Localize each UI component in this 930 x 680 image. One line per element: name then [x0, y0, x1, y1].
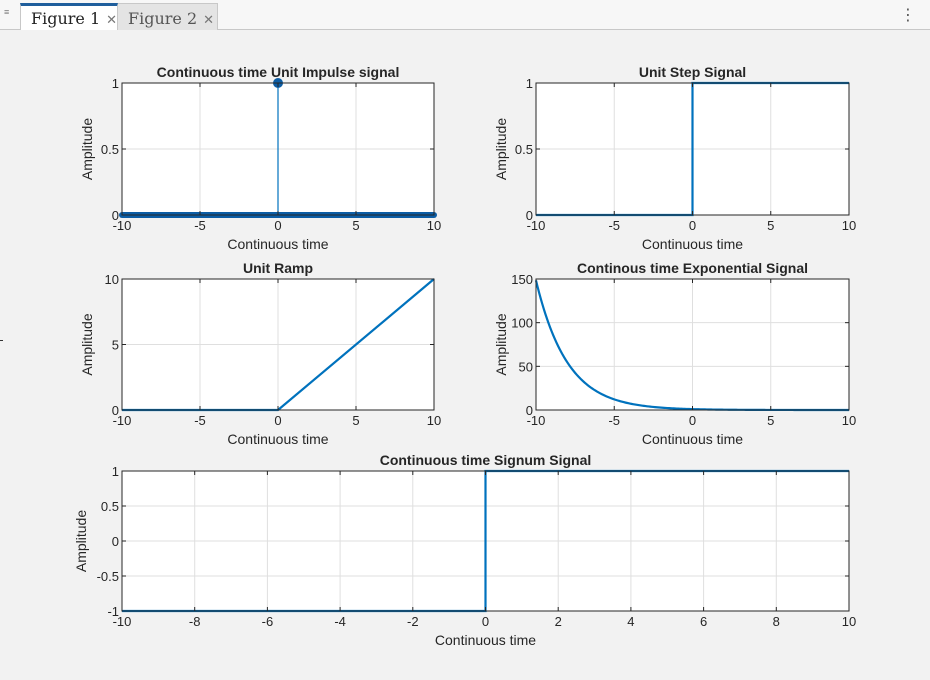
x-tick-label: 5 [352, 413, 359, 428]
x-tick-label: -2 [407, 614, 419, 629]
x-tick-label: -5 [194, 413, 206, 428]
y-tick-label: 0.5 [101, 499, 119, 514]
x-tick-label: 10 [842, 614, 856, 629]
y-tick-label: 50 [519, 359, 533, 374]
y-tick-label: 0 [526, 208, 533, 223]
y-tick-label: 100 [511, 316, 533, 331]
x-tick-label: -6 [262, 614, 274, 629]
x-axis-label: Continuous time [435, 632, 536, 648]
x-tick-label: 10 [427, 413, 441, 428]
x-axis-label: Continuous time [227, 236, 328, 252]
tab-figure-2-label: Figure 2 [128, 9, 198, 28]
x-tick-label: 10 [427, 218, 441, 233]
chart-1: -10 -5 0 5 10 0 0.5 1 Continuous time Unit Impul… [79, 64, 441, 252]
y-tick-label: 0 [112, 403, 119, 418]
chart-title: Unit Ramp [243, 260, 313, 276]
x-tick-label: -5 [194, 218, 206, 233]
x-tick-label: -10 [527, 413, 546, 428]
y-tick-label: -0.5 [97, 569, 119, 584]
chart-title: Continuous time Signum Signal [380, 452, 592, 468]
x-tick-label: 10 [842, 413, 856, 428]
x-tick-label: 8 [773, 614, 780, 629]
x-tick-label: 5 [767, 413, 774, 428]
x-tick-label: 0 [274, 413, 281, 428]
x-tick-label: -4 [334, 614, 346, 629]
x-axis-label: Continuous time [642, 431, 743, 447]
x-tick-label: -10 [527, 218, 546, 233]
left-edge-divider [0, 340, 3, 341]
x-tick-label: -5 [608, 218, 620, 233]
chart-3: -10 -5 0 5 10 0 5 10 Unit Ramp Continuous time Amp… [79, 260, 441, 447]
chart-title: Continuous time Unit Impulse signal [157, 64, 400, 80]
y-tick-label: 1 [526, 76, 533, 91]
grip-icon[interactable]: ≡ [4, 7, 10, 17]
y-tick-label: 0 [112, 208, 119, 223]
x-tick-label: -10 [113, 413, 132, 428]
y-tick-label: 1 [112, 76, 119, 91]
y-tick-label: 0.5 [515, 142, 533, 157]
figure-tab-bar: ≡ Figure 1 ✕ Figure 2 ✕ ⋮ [0, 0, 930, 30]
x-tick-label: 5 [352, 218, 359, 233]
x-tick-label: 4 [627, 614, 634, 629]
y-tick-label: -1 [107, 604, 119, 619]
y-tick-label: 5 [112, 338, 119, 353]
y-tick-label: 0.5 [101, 142, 119, 157]
y-tick-label: 0 [526, 403, 533, 418]
close-icon[interactable]: ✕ [203, 13, 215, 28]
kebab-menu-icon[interactable]: ⋮ [900, 5, 916, 24]
tab-figure-2[interactable]: Figure 2 ✕ [118, 3, 218, 30]
x-tick-label: 10 [842, 218, 856, 233]
y-tick-label: 10 [105, 272, 119, 287]
y-axis-label: Amplitude [493, 118, 509, 180]
x-tick-label: 2 [555, 614, 562, 629]
y-axis-label: Amplitude [73, 510, 89, 572]
x-tick-label: -10 [113, 614, 132, 629]
y-axis-label: Amplitude [493, 313, 509, 375]
close-icon[interactable]: ✕ [106, 13, 118, 28]
y-axis-label: Amplitude [79, 313, 95, 375]
y-axis-label: Amplitude [79, 118, 95, 180]
x-tick-label: 0 [274, 218, 281, 233]
tab-figure-1[interactable]: Figure 1 ✕ [20, 3, 118, 30]
chart-2: -10 -5 0 5 10 0 0.5 1 Unit Step Signal Continuous… [493, 64, 856, 252]
y-tick-label: 150 [511, 272, 533, 287]
chart-title: Unit Step Signal [639, 64, 746, 80]
chart-title: Continous time Exponential Signal [577, 260, 808, 276]
x-tick-label: 0 [482, 614, 489, 629]
x-tick-label: 0 [689, 218, 696, 233]
y-tick-label: 0 [112, 534, 119, 549]
chart-5: -10 -8 -6 -4 -2 0 2 4 6 8 10 -1 -0.5 0 0.5 1 Continuous … [73, 452, 856, 648]
x-tick-label: -8 [189, 614, 201, 629]
x-axis-label: Continuous time [642, 236, 743, 252]
x-tick-label: -5 [608, 413, 620, 428]
tab-figure-1-label: Figure 1 [31, 9, 101, 28]
x-tick-label: 6 [700, 614, 707, 629]
x-tick-label: 0 [689, 413, 696, 428]
y-tick-label: 1 [112, 464, 119, 479]
x-tick-label: 5 [767, 218, 774, 233]
x-tick-label: -10 [113, 218, 132, 233]
x-axis-label: Continuous time [227, 431, 328, 447]
